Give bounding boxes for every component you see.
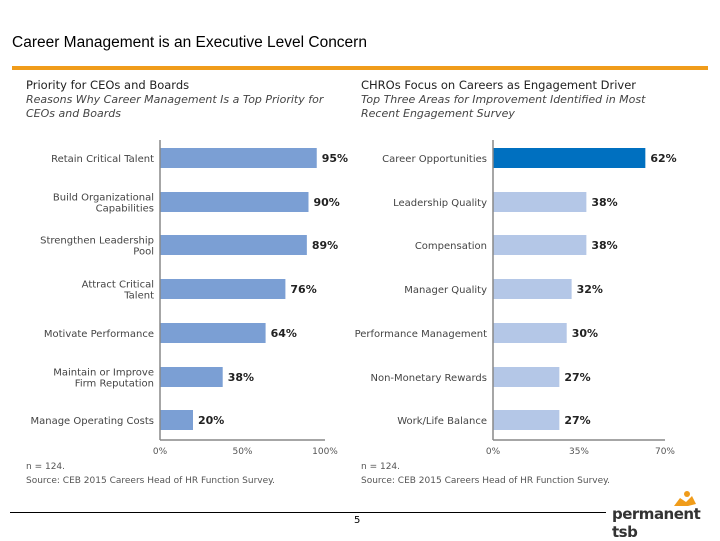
left-category-label: Firm Reputation: [75, 379, 154, 390]
right-category-label: Work/Life Balance: [397, 416, 487, 427]
left-category-label: Attract Critical: [82, 280, 154, 291]
right-data-label: 38%: [591, 196, 617, 209]
right-bar: [493, 323, 567, 343]
right-data-label: 27%: [564, 414, 590, 427]
left-data-label: 38%: [228, 371, 254, 384]
left-x-tick-label: 100%: [312, 447, 338, 457]
right-data-label: 62%: [650, 152, 676, 165]
right-bar: [493, 235, 587, 255]
right-category-label: Compensation: [415, 241, 487, 252]
right-chart-title: CHROs Focus on Careers as Engagement Dri…: [361, 78, 637, 92]
right-x-tick-label: 35%: [569, 447, 589, 457]
left-bar: [160, 192, 309, 212]
left-category-label: Retain Critical Talent: [51, 154, 154, 165]
title-rule: [12, 66, 708, 70]
left-source: Source: CEB 2015 Careers Head of HR Func…: [26, 476, 276, 486]
left-data-label: 20%: [198, 414, 224, 427]
slide-title: Career Management is an Executive Level …: [12, 34, 367, 51]
right-data-label: 38%: [591, 239, 617, 252]
left-category-label: Maintain or Improve: [53, 368, 154, 379]
right-category-label: Non-Monetary Rewards: [371, 373, 488, 384]
right-category-label: Leadership Quality: [393, 198, 487, 209]
right-bar: [493, 192, 587, 212]
right-source: Source: CEB 2015 Careers Head of HR Func…: [361, 476, 611, 486]
left-data-label: 64%: [271, 327, 297, 340]
left-category-label: Build Organizational: [53, 193, 154, 204]
left-category-label: Talent: [123, 291, 154, 302]
right-x-tick-label: 70%: [655, 447, 675, 457]
left-note: n = 124.: [26, 462, 66, 472]
left-data-label: 76%: [290, 283, 316, 296]
right-bar: [493, 279, 572, 299]
logo: permanent tsb: [612, 505, 701, 541]
left-bar: [160, 323, 266, 343]
left-data-label: 90%: [314, 196, 340, 209]
right-x-tick-label: 0%: [486, 447, 501, 457]
left-chart-subtitle: Reasons Why Career Management Is a Top P…: [26, 93, 324, 120]
left-bar: [160, 148, 317, 168]
right-bar: [493, 367, 560, 387]
left-category-label: Manage Operating Costs: [30, 416, 154, 427]
right-data-label: 30%: [572, 327, 598, 340]
page-number: 5: [354, 515, 361, 526]
right-data-label: 32%: [577, 283, 603, 296]
footer-rule: [10, 512, 606, 513]
left-chart-title: Priority for CEOs and Boards: [26, 78, 190, 92]
right-bar: [493, 410, 560, 430]
left-category-label: Pool: [133, 247, 154, 258]
left-bar: [160, 279, 286, 299]
right-data-label: 27%: [564, 371, 590, 384]
right-chart-subtitle: Top Three Areas for Improvement Identifi…: [361, 93, 646, 120]
left-category-label: Strengthen Leadership: [40, 236, 154, 247]
left-x-tick-label: 0%: [153, 447, 168, 457]
left-bar: [160, 410, 193, 430]
left-x-tick-label: 50%: [232, 447, 252, 457]
right-category-label: Performance Management: [355, 329, 488, 340]
left-bar: [160, 367, 223, 387]
left-data-label: 95%: [322, 152, 348, 165]
logo-mark-icon: [674, 491, 696, 506]
left-bar: [160, 235, 307, 255]
right-note: n = 124.: [361, 462, 401, 472]
left-data-label: 89%: [312, 239, 338, 252]
right-category-label: Manager Quality: [404, 285, 487, 296]
right-bar: [493, 148, 646, 168]
left-category-label: Capabilities: [96, 204, 154, 215]
left-category-label: Motivate Performance: [44, 329, 154, 340]
right-category-label: Career Opportunities: [382, 154, 487, 165]
